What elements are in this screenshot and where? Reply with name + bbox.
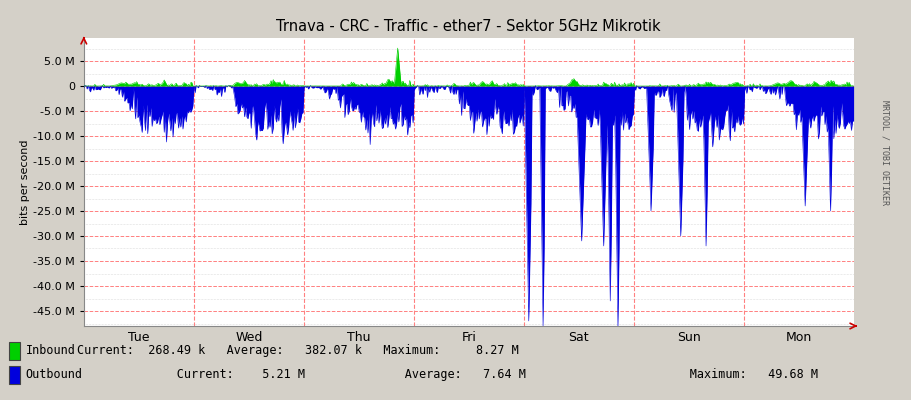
Text: Inbound: Inbound bbox=[26, 344, 76, 357]
Text: Current:    5.21 M              Average:   7.64 M                       Maximum:: Current: 5.21 M Average: 7.64 M Maximum: bbox=[77, 368, 818, 381]
Y-axis label: bits per second: bits per second bbox=[20, 139, 30, 225]
Title: Trnava - CRC - Traffic - ether7 - Sektor 5GHz Mikrotik: Trnava - CRC - Traffic - ether7 - Sektor… bbox=[276, 19, 661, 34]
Text: MRTOOL / TOBI OETIKER: MRTOOL / TOBI OETIKER bbox=[881, 100, 890, 204]
Text: Current:  268.49 k   Average:   382.07 k   Maximum:     8.27 M: Current: 268.49 k Average: 382.07 k Maxi… bbox=[77, 344, 519, 357]
Text: Outbound: Outbound bbox=[26, 368, 83, 381]
